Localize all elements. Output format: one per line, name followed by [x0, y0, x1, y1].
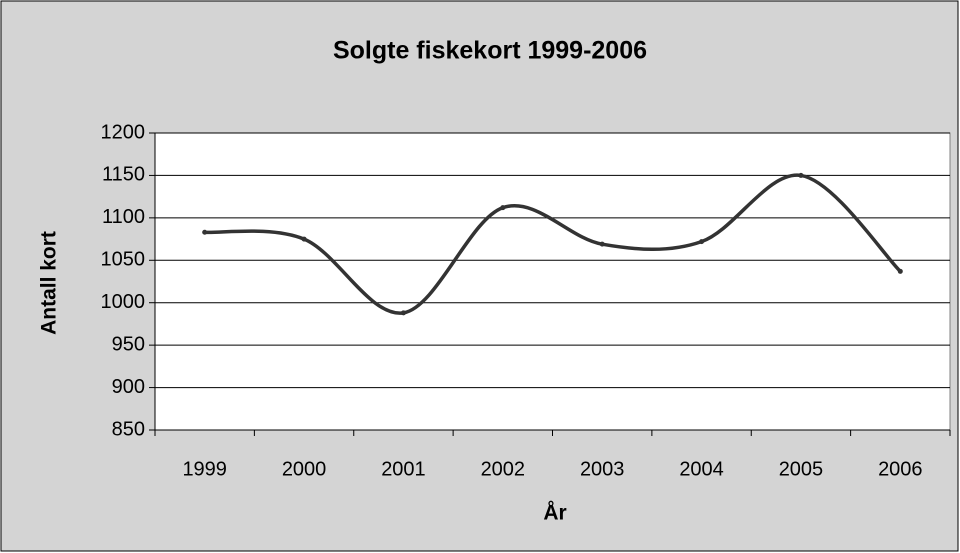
point	[599, 241, 605, 247]
y-tick-label: 1150	[102, 164, 145, 186]
x-tick-label: 2004	[679, 458, 724, 480]
x-tick-label: 2000	[282, 458, 327, 480]
x-axis-label: År	[543, 501, 566, 525]
point	[301, 236, 307, 242]
y-tick-label: 900	[112, 376, 145, 398]
y-tick-label: 1000	[101, 291, 146, 313]
y-tick-label: 1200	[101, 121, 146, 143]
x-tick-label: 2005	[779, 458, 824, 480]
x-tick-label: 2002	[481, 458, 526, 480]
y-tick-label: 1050	[101, 249, 146, 271]
point	[699, 239, 705, 245]
point	[897, 268, 903, 274]
point	[202, 229, 208, 235]
y-tick-label: 1100	[102, 206, 145, 228]
chart-title: Solgte fiskekort 1999-2006	[333, 37, 647, 65]
x-tick-label: 2006	[878, 458, 923, 480]
y-axis-label: Antall kort	[38, 231, 61, 335]
x-tick-label: 2003	[580, 458, 625, 480]
point	[400, 310, 406, 316]
point	[798, 172, 804, 178]
x-tick-label: 2001	[381, 458, 426, 480]
y-tick-label: 950	[112, 333, 145, 355]
plot-area	[154, 132, 951, 431]
point	[500, 205, 506, 211]
line-series	[204, 173, 902, 315]
x-tick-label: 1999	[182, 458, 227, 480]
y-tick-label: 850	[112, 418, 145, 440]
